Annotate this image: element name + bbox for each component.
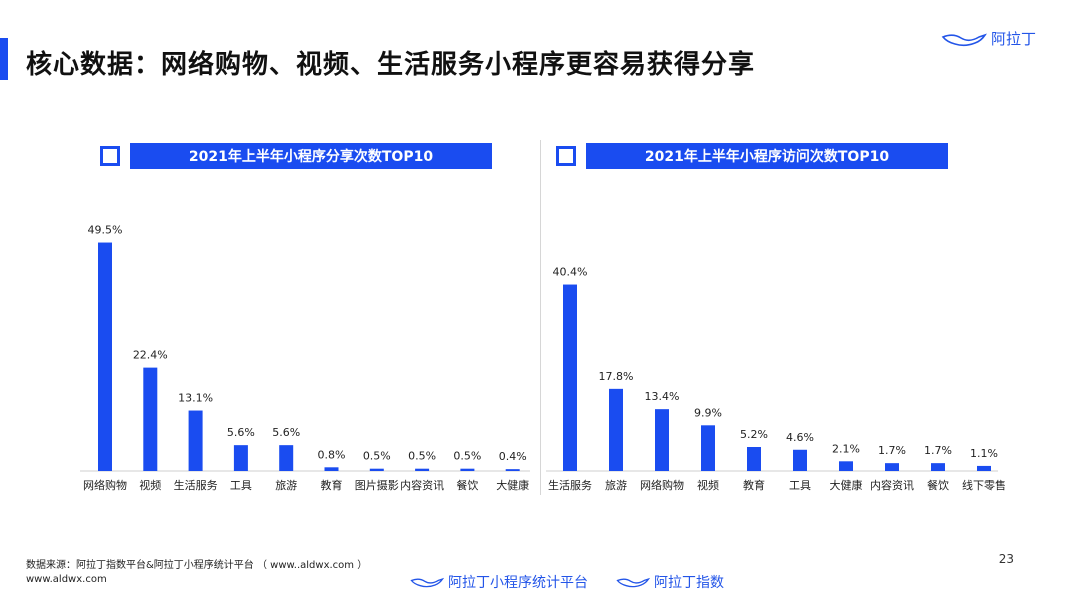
category-label: 餐饮 bbox=[927, 478, 949, 492]
category-label: 大健康 bbox=[830, 478, 863, 492]
chart-header-box-icon bbox=[556, 146, 576, 166]
data-label: 0.5% bbox=[453, 450, 481, 463]
bar-chart-visit: 40.4% 生活服务 17.8% 旅游 13.4% 网络购物 9.9% 视频 5.2% 教育 4.6… bbox=[546, 266, 1006, 492]
data-label: 9.9% bbox=[694, 406, 722, 419]
footer-brands: 阿拉丁小程序统计平台 阿拉丁指数 bbox=[410, 572, 724, 592]
data-label: 49.5% bbox=[88, 224, 123, 237]
category-label: 网络购物 bbox=[640, 478, 684, 492]
data-label: 2.1% bbox=[832, 442, 860, 455]
bar bbox=[747, 447, 761, 471]
chart-title-share: 2021年上半年小程序分享次数TOP10 bbox=[130, 143, 492, 169]
data-label: 0.5% bbox=[363, 450, 391, 463]
bar bbox=[98, 242, 112, 471]
bar bbox=[279, 445, 294, 471]
data-label: 5.2% bbox=[740, 428, 768, 441]
data-label: 5.6% bbox=[272, 426, 300, 439]
bar bbox=[505, 469, 520, 471]
title-accent-bar bbox=[0, 38, 8, 80]
category-label: 视频 bbox=[697, 478, 719, 492]
data-label: 0.5% bbox=[408, 450, 436, 463]
bar bbox=[233, 445, 248, 471]
bar-chart-share: 49.5% 网络购物 22.4% 视频 13.1% 生活服务 5.6% 工具 5.6% 旅游 0.8… bbox=[80, 224, 530, 492]
bar bbox=[188, 410, 203, 471]
chart-header-box-icon bbox=[100, 146, 120, 166]
footer-brand-stats-label: 阿拉丁小程序统计平台 bbox=[448, 575, 588, 591]
chart-divider bbox=[540, 140, 541, 495]
bar bbox=[839, 461, 853, 471]
category-label: 线下零售 bbox=[962, 478, 1006, 492]
page-title: 核心数据：网络购物、视频、生活服务小程序更容易获得分享 bbox=[26, 50, 756, 80]
category-label: 内容资讯 bbox=[870, 478, 914, 492]
category-label: 旅游 bbox=[275, 478, 297, 492]
category-label: 网络购物 bbox=[83, 478, 127, 492]
category-label: 大健康 bbox=[496, 478, 529, 492]
bar bbox=[143, 367, 158, 471]
data-label: 13.1% bbox=[178, 392, 213, 405]
bar bbox=[415, 468, 430, 471]
category-label: 教育 bbox=[321, 478, 343, 492]
bar bbox=[369, 468, 384, 471]
genie-lamp-icon bbox=[616, 577, 650, 588]
bar bbox=[885, 463, 899, 471]
data-label: 5.6% bbox=[227, 426, 255, 439]
data-source: 数据来源：阿拉丁指数平台&阿拉丁小程序统计平台 （ www..aldwx.com… bbox=[26, 559, 367, 587]
category-label: 视频 bbox=[139, 478, 161, 492]
bar bbox=[609, 388, 623, 471]
category-label: 内容资讯 bbox=[400, 478, 444, 492]
brand-logo: 阿拉丁 bbox=[941, 28, 1036, 49]
bar bbox=[931, 463, 945, 471]
bar bbox=[701, 425, 715, 471]
data-label: 22.4% bbox=[133, 349, 168, 362]
genie-lamp-icon bbox=[941, 33, 987, 46]
data-label: 4.6% bbox=[786, 431, 814, 444]
category-label: 生活服务 bbox=[174, 478, 218, 492]
chart-header-share: 2021年上半年小程序分享次数TOP10 bbox=[100, 143, 492, 169]
chart-header-visit: 2021年上半年小程序访问次数TOP10 bbox=[556, 143, 948, 169]
category-label: 生活服务 bbox=[548, 478, 592, 492]
data-label: 13.4% bbox=[645, 390, 680, 403]
category-label: 图片摄影 bbox=[355, 478, 399, 492]
category-label: 旅游 bbox=[605, 478, 627, 492]
data-label: 40.4% bbox=[553, 266, 588, 279]
page-number: 23 bbox=[998, 552, 1014, 566]
bar bbox=[977, 465, 991, 471]
data-label: 0.4% bbox=[499, 450, 527, 463]
bar bbox=[655, 409, 669, 471]
brand-name: 阿拉丁 bbox=[990, 30, 1036, 48]
bar bbox=[324, 467, 339, 471]
footer-brand-stats: 阿拉丁小程序统计平台 bbox=[410, 572, 588, 592]
footer-brand-index-label: 阿拉丁指数 bbox=[654, 575, 724, 591]
data-label: 1.1% bbox=[970, 447, 998, 460]
category-label: 工具 bbox=[789, 479, 811, 492]
data-label: 0.8% bbox=[318, 448, 346, 461]
category-label: 工具 bbox=[230, 479, 252, 492]
category-label: 教育 bbox=[743, 478, 765, 492]
chart-title-visit: 2021年上半年小程序访问次数TOP10 bbox=[586, 143, 948, 169]
bar bbox=[793, 449, 807, 471]
source-url: www.aldwx.com bbox=[26, 574, 107, 585]
genie-lamp-icon bbox=[410, 577, 444, 588]
category-label: 餐饮 bbox=[456, 478, 478, 492]
source-text: 数据来源：阿拉丁指数平台&阿拉丁小程序统计平台 （ www..aldwx.com… bbox=[26, 560, 368, 571]
data-label: 1.7% bbox=[878, 444, 906, 457]
bar bbox=[563, 284, 577, 471]
bar bbox=[460, 468, 475, 471]
data-label: 1.7% bbox=[924, 444, 952, 457]
footer-brand-index: 阿拉丁指数 bbox=[616, 572, 724, 592]
data-label: 17.8% bbox=[599, 370, 634, 383]
